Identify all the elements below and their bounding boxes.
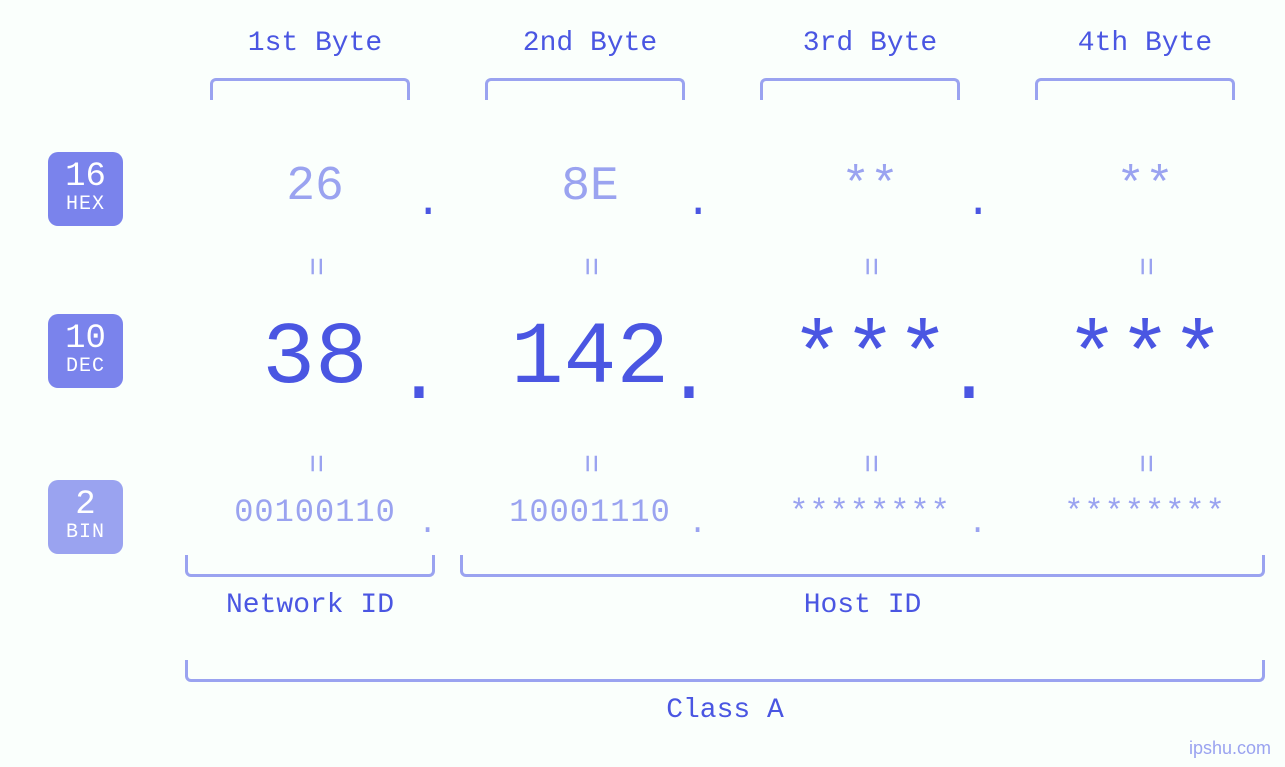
bin-byte-2: 10001110 bbox=[460, 494, 720, 531]
byte-header-1: 1st Byte bbox=[185, 28, 445, 59]
bracket-byte-4 bbox=[1035, 78, 1235, 100]
eq-hexdec-4: = bbox=[1126, 257, 1163, 276]
bin-dot-2: . bbox=[688, 505, 707, 542]
byte-header-2: 2nd Byte bbox=[460, 28, 720, 59]
bracket-byte-1 bbox=[210, 78, 410, 100]
bracket-host-id bbox=[460, 555, 1265, 577]
dec-dot-2: . bbox=[665, 332, 713, 423]
bracket-network-id bbox=[185, 555, 435, 577]
badge-bin-num: 2 bbox=[48, 488, 123, 522]
hex-dot-3: . bbox=[965, 178, 991, 228]
bracket-byte-2 bbox=[485, 78, 685, 100]
base-badge-bin: 2 BIN bbox=[48, 480, 123, 554]
bin-byte-1: 00100110 bbox=[185, 494, 445, 531]
eq-hexdec-3: = bbox=[851, 257, 888, 276]
label-class: Class A bbox=[185, 695, 1265, 726]
bin-byte-4: ******** bbox=[1015, 494, 1275, 531]
hex-byte-3: ** bbox=[740, 160, 1000, 214]
bin-dot-3: . bbox=[968, 505, 987, 542]
badge-hex-label: HEX bbox=[48, 194, 123, 216]
label-network-id: Network ID bbox=[185, 590, 435, 621]
hex-byte-1: 26 bbox=[185, 160, 445, 214]
hex-dot-1: . bbox=[415, 178, 441, 228]
badge-dec-num: 10 bbox=[48, 322, 123, 356]
hex-byte-2: 8E bbox=[460, 160, 720, 214]
dec-byte-4: *** bbox=[1015, 310, 1275, 409]
label-host-id: Host ID bbox=[460, 590, 1265, 621]
bin-byte-3: ******** bbox=[740, 494, 1000, 531]
badge-bin-label: BIN bbox=[48, 522, 123, 544]
badge-dec-label: DEC bbox=[48, 356, 123, 378]
badge-hex-num: 16 bbox=[48, 160, 123, 194]
bracket-class bbox=[185, 660, 1265, 682]
eq-decbin-4: = bbox=[1126, 454, 1163, 473]
byte-header-3: 3rd Byte bbox=[740, 28, 1000, 59]
hex-byte-4: ** bbox=[1015, 160, 1275, 214]
base-badge-dec: 10 DEC bbox=[48, 314, 123, 388]
bin-dot-1: . bbox=[418, 505, 437, 542]
dec-dot-3: . bbox=[945, 332, 993, 423]
eq-hexdec-1: = bbox=[296, 257, 333, 276]
hex-dot-2: . bbox=[685, 178, 711, 228]
dec-dot-1: . bbox=[395, 332, 443, 423]
bracket-byte-3 bbox=[760, 78, 960, 100]
byte-header-4: 4th Byte bbox=[1015, 28, 1275, 59]
watermark: ipshu.com bbox=[1189, 738, 1271, 759]
base-badge-hex: 16 HEX bbox=[48, 152, 123, 226]
ip-byte-diagram: 16 HEX 10 DEC 2 BIN 1st Byte 2nd Byte 3r… bbox=[0, 0, 1285, 767]
eq-decbin-1: = bbox=[296, 454, 333, 473]
eq-decbin-2: = bbox=[571, 454, 608, 473]
eq-decbin-3: = bbox=[851, 454, 888, 473]
eq-hexdec-2: = bbox=[571, 257, 608, 276]
